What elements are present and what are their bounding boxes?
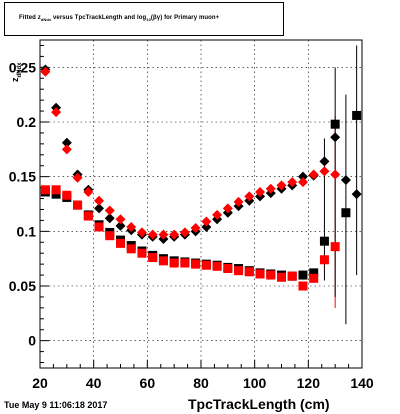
y-tick-label: 0.2	[17, 114, 37, 130]
data-point-square	[116, 238, 125, 248]
data-point-diamond	[297, 171, 308, 182]
y-tick-label: 0	[28, 333, 36, 349]
data-point-diamond	[319, 166, 330, 177]
data-point-diamond	[201, 221, 212, 232]
data-point-diamond	[276, 180, 287, 191]
data-point-square	[51, 185, 61, 195]
data-point-square	[148, 253, 158, 263]
data-point-square	[287, 271, 297, 281]
plot-frame	[39, 39, 363, 369]
data-point-square	[201, 260, 211, 270]
data-point-diamond	[104, 205, 115, 216]
data-point-diamond	[126, 221, 137, 232]
data-point-diamond	[233, 196, 244, 207]
data-point-diamond	[330, 132, 341, 143]
x-tick-label: 140	[350, 375, 374, 391]
x-tick-label: 60	[140, 375, 156, 391]
data-point-square	[244, 267, 254, 277]
data-point-diamond	[330, 169, 341, 180]
data-point-square	[212, 261, 222, 271]
data-point-diamond	[104, 213, 115, 224]
grid-lines	[40, 40, 362, 368]
data-point-square	[94, 222, 104, 232]
data-point-square	[40, 185, 50, 195]
data-point-square	[105, 231, 115, 241]
data-point-diamond	[340, 174, 351, 185]
data-point-square	[158, 256, 168, 266]
data-point-diamond	[61, 137, 72, 148]
data-point-diamond	[115, 220, 126, 231]
data-point-diamond	[222, 203, 233, 214]
data-point-square	[255, 269, 265, 279]
data-point-diamond	[190, 223, 201, 234]
data-point-diamond	[308, 169, 319, 180]
y-axis-label: zdNdx	[10, 62, 23, 83]
data-point-diamond	[179, 227, 190, 238]
data-point-square	[298, 281, 308, 291]
x-tick-label: 100	[243, 375, 267, 391]
data-point-diamond	[147, 229, 158, 240]
data-point-diamond	[136, 227, 147, 238]
data-point-square	[277, 272, 286, 282]
data-point-diamond	[94, 203, 105, 214]
data-point-diamond	[94, 195, 105, 206]
data-point-square	[169, 258, 179, 268]
x-tick-labels: 20 40 60 80 100 120 140	[32, 375, 374, 391]
axis-ticks	[39, 44, 363, 368]
data-point-diamond	[244, 191, 255, 202]
data-point-square	[341, 208, 351, 218]
data-point-square	[266, 270, 276, 280]
y-tick-label: 0.25	[9, 59, 36, 75]
y-tick-label: 0.1	[17, 223, 37, 239]
data-point-diamond	[72, 172, 83, 183]
y-tick-labels: 0 0.05 0.1 0.15 0.2 0.25	[9, 59, 36, 348]
data-point-diamond	[83, 186, 94, 197]
data-point-square	[309, 273, 319, 283]
data-point-square	[126, 244, 136, 254]
data-point-diamond	[287, 177, 298, 188]
data-points	[40, 64, 362, 291]
data-point-diamond	[265, 183, 276, 194]
data-point-square	[83, 211, 93, 221]
chart-title-box: Fitted zdNdx versus TpcTrackLength and l…	[4, 2, 284, 36]
data-point-square	[73, 200, 83, 210]
y-tick-label: 0.05	[9, 278, 36, 294]
data-point-diamond	[255, 186, 266, 197]
data-point-square	[180, 258, 190, 268]
x-axis-label: TpcTrackLength (cm)	[188, 396, 330, 412]
x-tick-label: 40	[86, 375, 102, 391]
data-point-square	[352, 110, 362, 120]
data-point-diamond	[319, 156, 330, 167]
data-point-square	[309, 268, 319, 278]
x-tick-label: 120	[297, 375, 321, 391]
data-point-diamond	[158, 229, 169, 240]
data-point-square	[319, 255, 329, 265]
data-point-square	[319, 236, 329, 246]
data-point-square	[137, 248, 147, 258]
data-point-diamond	[115, 214, 126, 225]
y-tick-label: 0.15	[9, 169, 36, 185]
data-point-diamond	[61, 144, 72, 155]
data-point-square	[234, 266, 244, 276]
chart-title: Fitted zdNdx versus TpcTrackLength and l…	[19, 15, 220, 23]
data-point-square	[330, 242, 340, 252]
data-point-diamond	[297, 177, 308, 188]
data-point-diamond	[201, 216, 212, 227]
data-point-diamond	[51, 107, 62, 118]
data-point-diamond	[212, 209, 223, 220]
x-tick-label: 20	[32, 375, 48, 391]
data-point-square	[223, 264, 233, 274]
data-point-square	[298, 270, 308, 280]
data-point-square	[330, 119, 340, 129]
error-bars	[323, 45, 358, 325]
data-point-diamond	[351, 189, 362, 200]
data-point-diamond	[40, 66, 51, 77]
timestamp-footer: Tue May 9 11:06:18 2017	[4, 400, 108, 410]
data-point-square	[62, 190, 72, 200]
data-point-square	[191, 259, 201, 269]
data-point-diamond	[169, 229, 180, 240]
x-tick-label: 80	[193, 375, 209, 391]
